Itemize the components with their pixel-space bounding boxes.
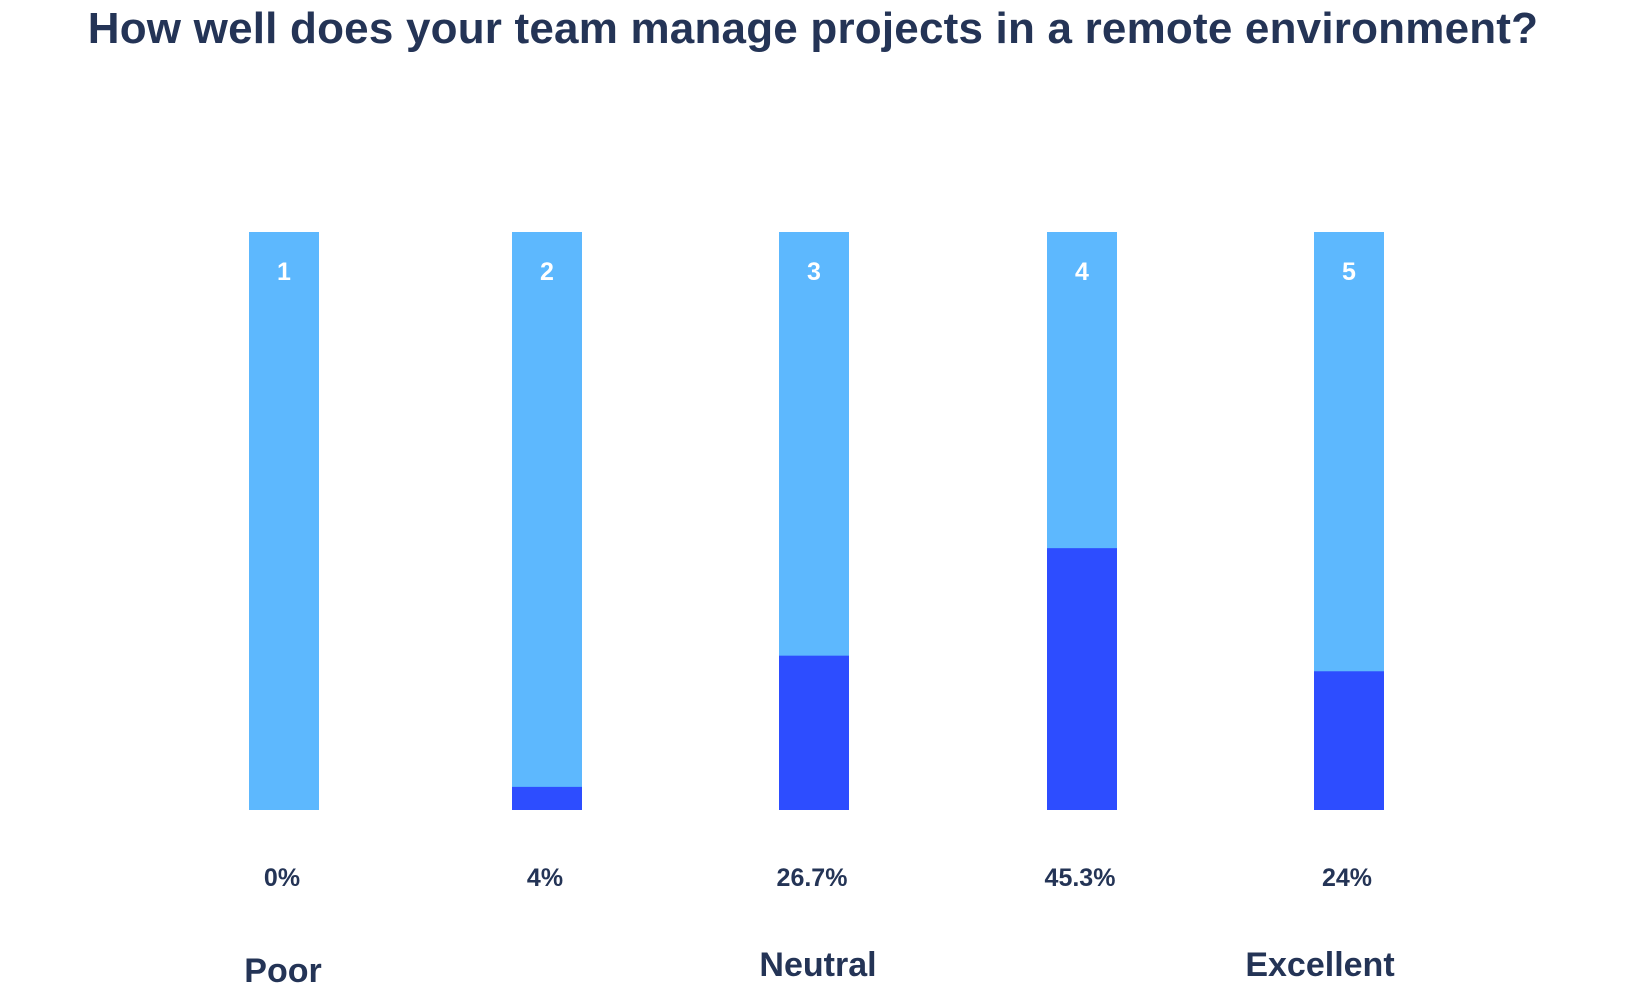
bar-value-label-4: 45.3% xyxy=(1045,864,1116,892)
bar-value-label-5: 24% xyxy=(1322,864,1372,892)
bar-category-label-3: 3 xyxy=(807,258,821,286)
bar-category-label-1: 1 xyxy=(277,258,291,286)
bar-category-label-4: 4 xyxy=(1075,258,1089,286)
bar-fill-4 xyxy=(1047,548,1117,810)
bar-track-1 xyxy=(249,232,319,810)
bar-fill-3 xyxy=(779,655,849,810)
bar-category-label-2: 2 xyxy=(540,258,554,286)
bar-fill-2 xyxy=(512,786,582,810)
bar-fill-5 xyxy=(1314,671,1384,810)
chart-title: How well does your team manage projects … xyxy=(87,4,1539,53)
bar-value-label-2: 4% xyxy=(527,864,563,892)
scale-label-poor: Poor xyxy=(244,952,321,990)
scale-label-neutral: Neutral xyxy=(759,946,876,984)
bar-value-label-3: 26.7% xyxy=(777,864,848,892)
bar-value-label-1: 0% xyxy=(264,864,300,892)
bar-track-2 xyxy=(512,232,582,810)
bar-category-label-5: 5 xyxy=(1342,258,1356,286)
scale-label-excellent: Excellent xyxy=(1245,946,1394,984)
